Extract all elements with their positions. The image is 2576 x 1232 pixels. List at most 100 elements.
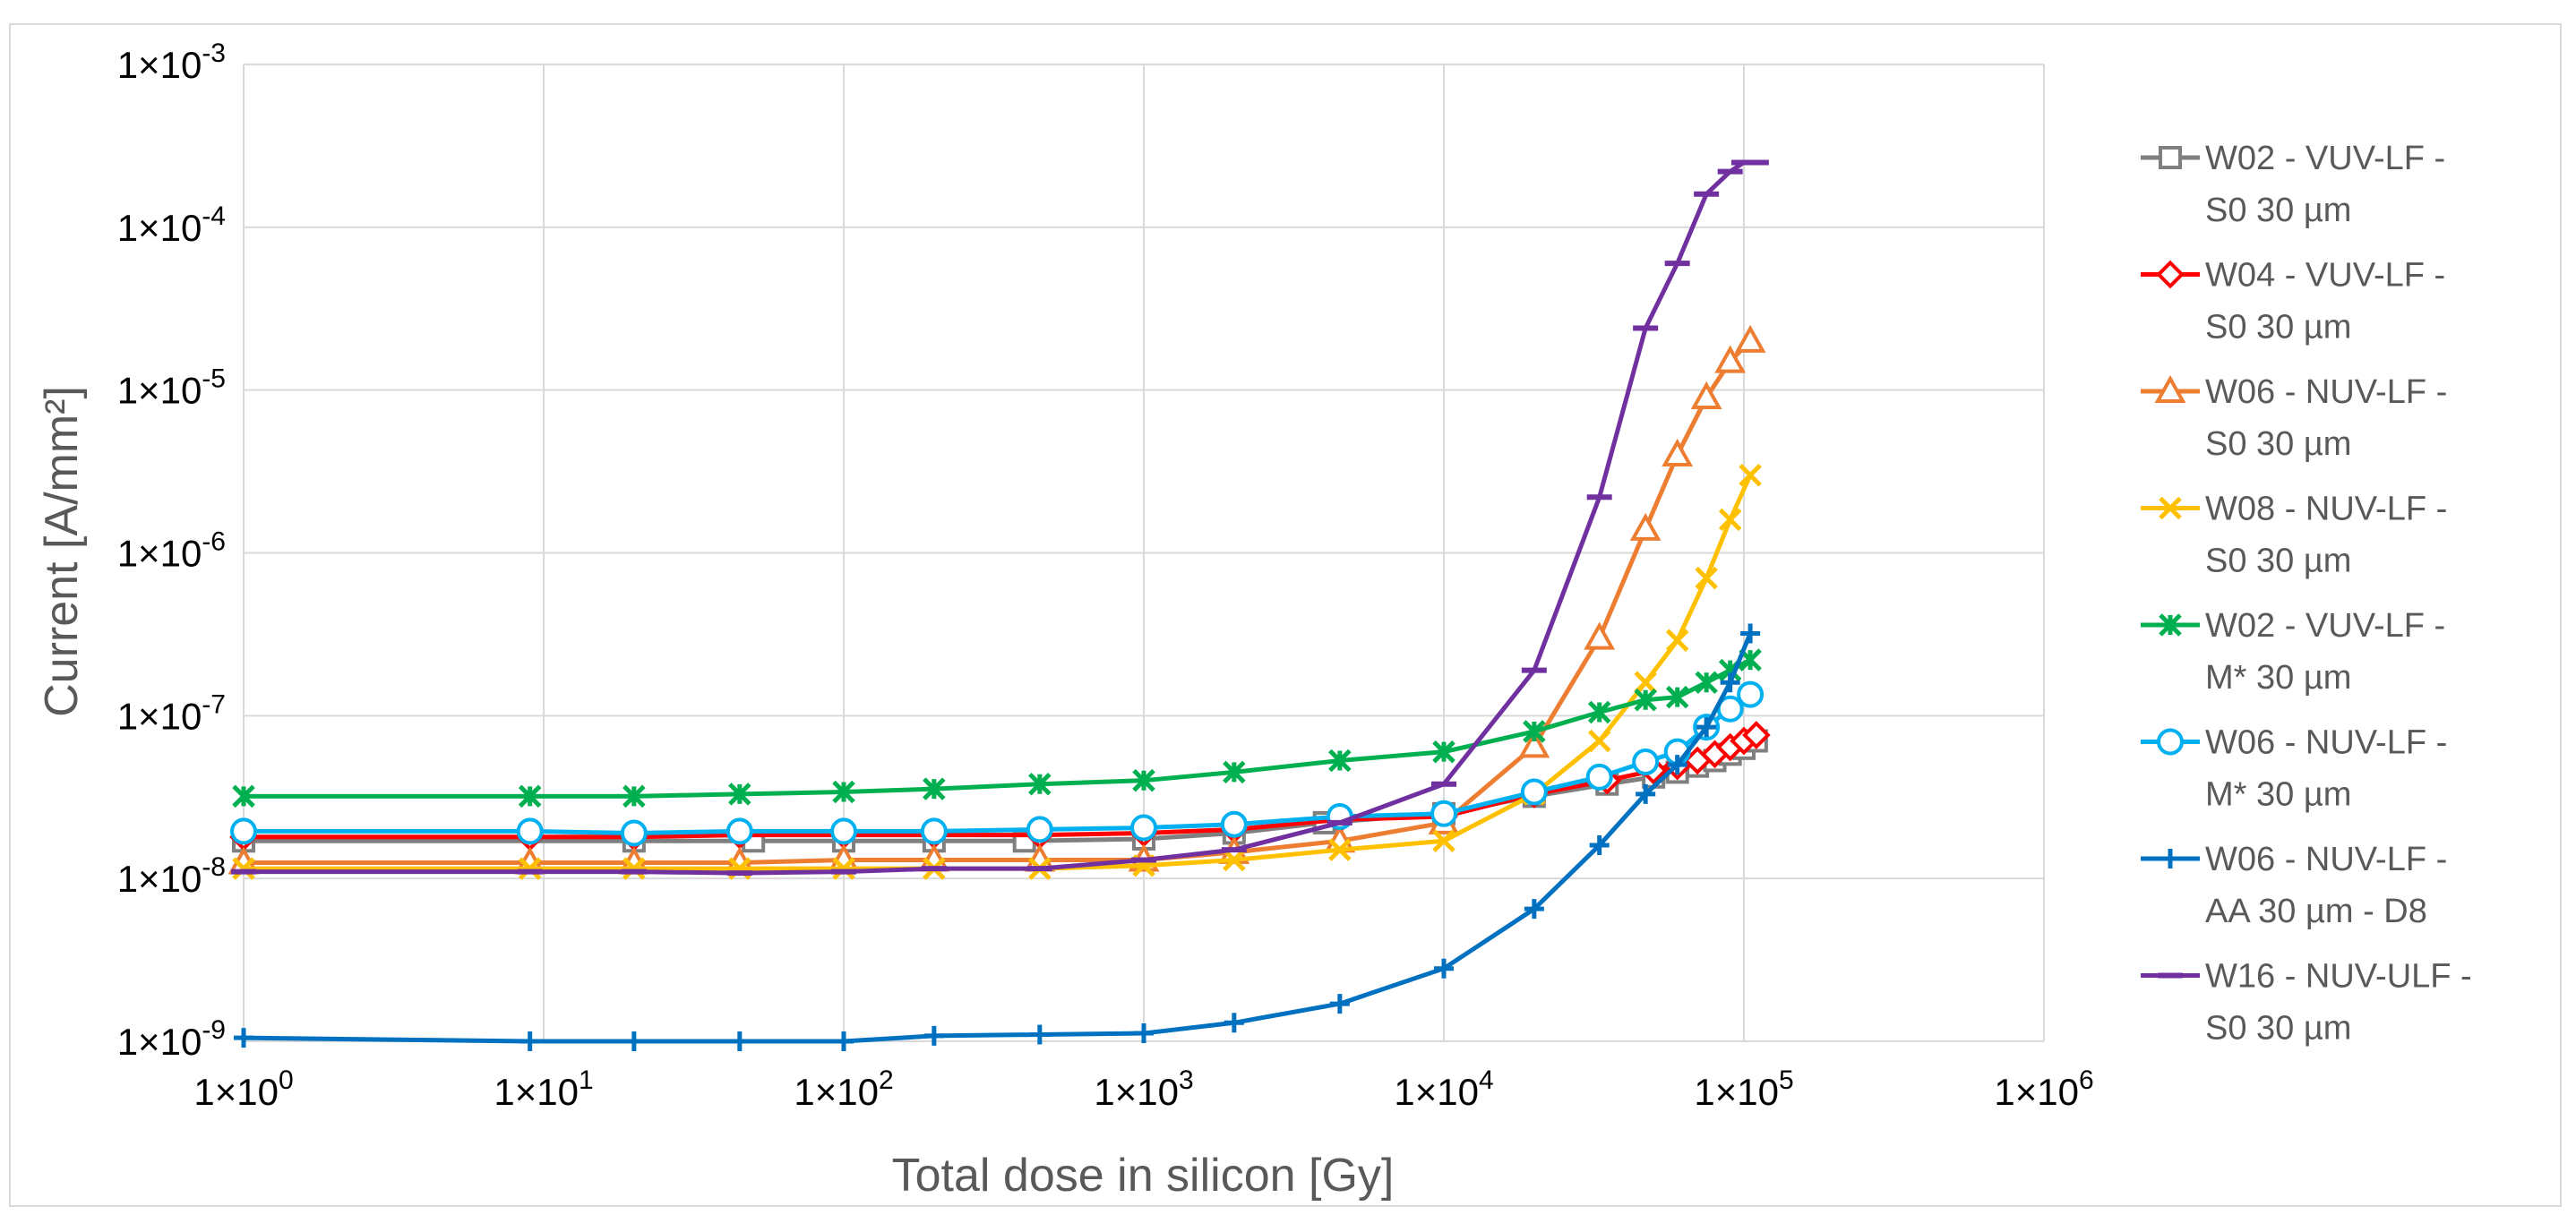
data-point	[1220, 810, 1248, 838]
data-point	[1714, 345, 1747, 373]
data-point	[1634, 688, 1657, 712]
data-point	[1432, 740, 1455, 764]
y-tick-label: 1×10-5	[117, 364, 226, 412]
data-point	[1734, 324, 1766, 353]
legend-label: S0 30 µm	[2205, 425, 2351, 463]
data-point	[1589, 835, 1610, 856]
y-tick-label: 1×10-8	[117, 852, 226, 900]
data-point	[729, 1031, 750, 1051]
series-line	[243, 632, 1753, 1044]
data-point	[1695, 671, 1718, 694]
data-point	[830, 817, 857, 845]
legend-label: W16 - NUV-ULF -	[2205, 958, 2472, 996]
y-tick-label: 1×10-6	[117, 527, 226, 575]
data-point	[1585, 763, 1613, 791]
series-5	[232, 648, 1762, 808]
legend-marker	[2159, 613, 2182, 637]
data-point	[1629, 512, 1662, 541]
data-point	[1740, 623, 1761, 644]
data-point	[1432, 829, 1455, 853]
data-point	[1026, 816, 1053, 843]
data-point	[1632, 748, 1660, 775]
data-point	[1134, 1023, 1154, 1044]
data-point	[1524, 899, 1544, 920]
data-point	[623, 784, 646, 808]
series-6	[230, 680, 1765, 847]
legend-label: M* 30 µm	[2205, 776, 2351, 814]
data-point	[519, 1031, 540, 1051]
legend-label: W06 - NUV-LF -	[2205, 373, 2447, 411]
x-tick-label: 1×102	[794, 1065, 893, 1113]
data-point	[923, 1025, 944, 1046]
y-tick-label: 1×10-4	[117, 201, 226, 249]
legend-label: S0 30 µm	[2205, 192, 2351, 229]
series-line	[244, 159, 1756, 876]
data-point	[1224, 1013, 1244, 1033]
data-point	[1584, 621, 1616, 650]
legend-label: W08 - NUV-LF -	[2205, 491, 2447, 528]
legend-item: W06 - NUV-LF - S0 30 µm	[2141, 373, 2447, 463]
data-point	[726, 817, 753, 845]
legend-label: S0 30 µm	[2205, 1010, 2351, 1048]
legend-label: W04 - VUV-LF -	[2205, 257, 2445, 295]
legend-marker	[2156, 260, 2185, 289]
data-point	[1696, 717, 1717, 738]
series-7	[234, 623, 1761, 1051]
data-point	[728, 783, 751, 806]
data-point	[920, 817, 948, 845]
x-tick-label: 1×105	[1694, 1065, 1793, 1113]
data-point	[232, 857, 255, 880]
y-tick-label: 1×10-9	[117, 1015, 226, 1063]
y-tick-label: 1×10-3	[117, 38, 226, 86]
series-line	[244, 474, 1753, 871]
legend-item: W08 - NUV-LF - S0 30 µm	[2141, 491, 2447, 580]
data-point	[623, 1031, 644, 1051]
legend-label: AA 30 µm - D8	[2205, 893, 2427, 930]
data-point	[1434, 958, 1454, 979]
data-point	[232, 784, 255, 808]
legend-marker	[2160, 849, 2180, 868]
legend-label: W02 - VUV-LF -	[2205, 140, 2445, 177]
data-point	[1718, 508, 1742, 532]
x-tick-label: 1×104	[1394, 1065, 1493, 1113]
legend-item: W16 - NUV-ULF - S0 30 µm	[2141, 958, 2472, 1048]
data-point	[516, 817, 544, 845]
gridlines	[243, 64, 2045, 1042]
data-point	[1665, 629, 1689, 653]
data-point	[1028, 772, 1052, 796]
data-point	[1223, 848, 1246, 872]
series-line	[244, 339, 1752, 866]
data-point	[1518, 730, 1550, 758]
data-point	[1523, 720, 1546, 743]
data-point	[1587, 700, 1611, 724]
data-point	[230, 817, 257, 845]
x-tick-label: 1×100	[193, 1065, 293, 1113]
data-point	[1328, 838, 1352, 861]
data-point	[1662, 438, 1694, 467]
legend-item: W02 - VUV-LF - S0 30 µm	[2141, 140, 2445, 229]
data-point	[1636, 783, 1656, 804]
legend-item: W02 - VUV-LF - M* 30 µm	[2141, 607, 2445, 697]
data-point	[834, 1031, 854, 1051]
data-point	[1690, 381, 1722, 409]
data-point	[1328, 749, 1352, 773]
legend-marker	[2159, 146, 2182, 169]
legend-marker	[2159, 496, 2182, 520]
legend-label: W02 - VUV-LF -	[2205, 607, 2445, 645]
legend-label: S0 30 µm	[2205, 543, 2351, 580]
x-axis-title: Total dose in silicon [Gy]	[892, 1150, 1395, 1202]
y-axis-ticks: 1×10-9 1×10-8 1×10-7 1×10-6 1×10-5 1×10-4 1×10…	[117, 38, 226, 1063]
data-point	[1739, 463, 1762, 487]
series-lines	[228, 159, 1771, 1051]
legend-item: W06 - NUV-LF - M* 30 µm	[2141, 724, 2447, 814]
legend-item: W04 - VUV-LF - S0 30 µm	[2141, 257, 2445, 346]
x-tick-label: 1×103	[1094, 1065, 1193, 1113]
data-point	[923, 777, 946, 800]
data-point	[620, 819, 648, 847]
data-point	[832, 857, 855, 880]
data-point	[1695, 566, 1718, 590]
y-axis-title: Current [A/mm²]	[36, 386, 88, 717]
x-tick-label: 1×101	[494, 1065, 593, 1113]
chart-frame	[9, 23, 2562, 1207]
